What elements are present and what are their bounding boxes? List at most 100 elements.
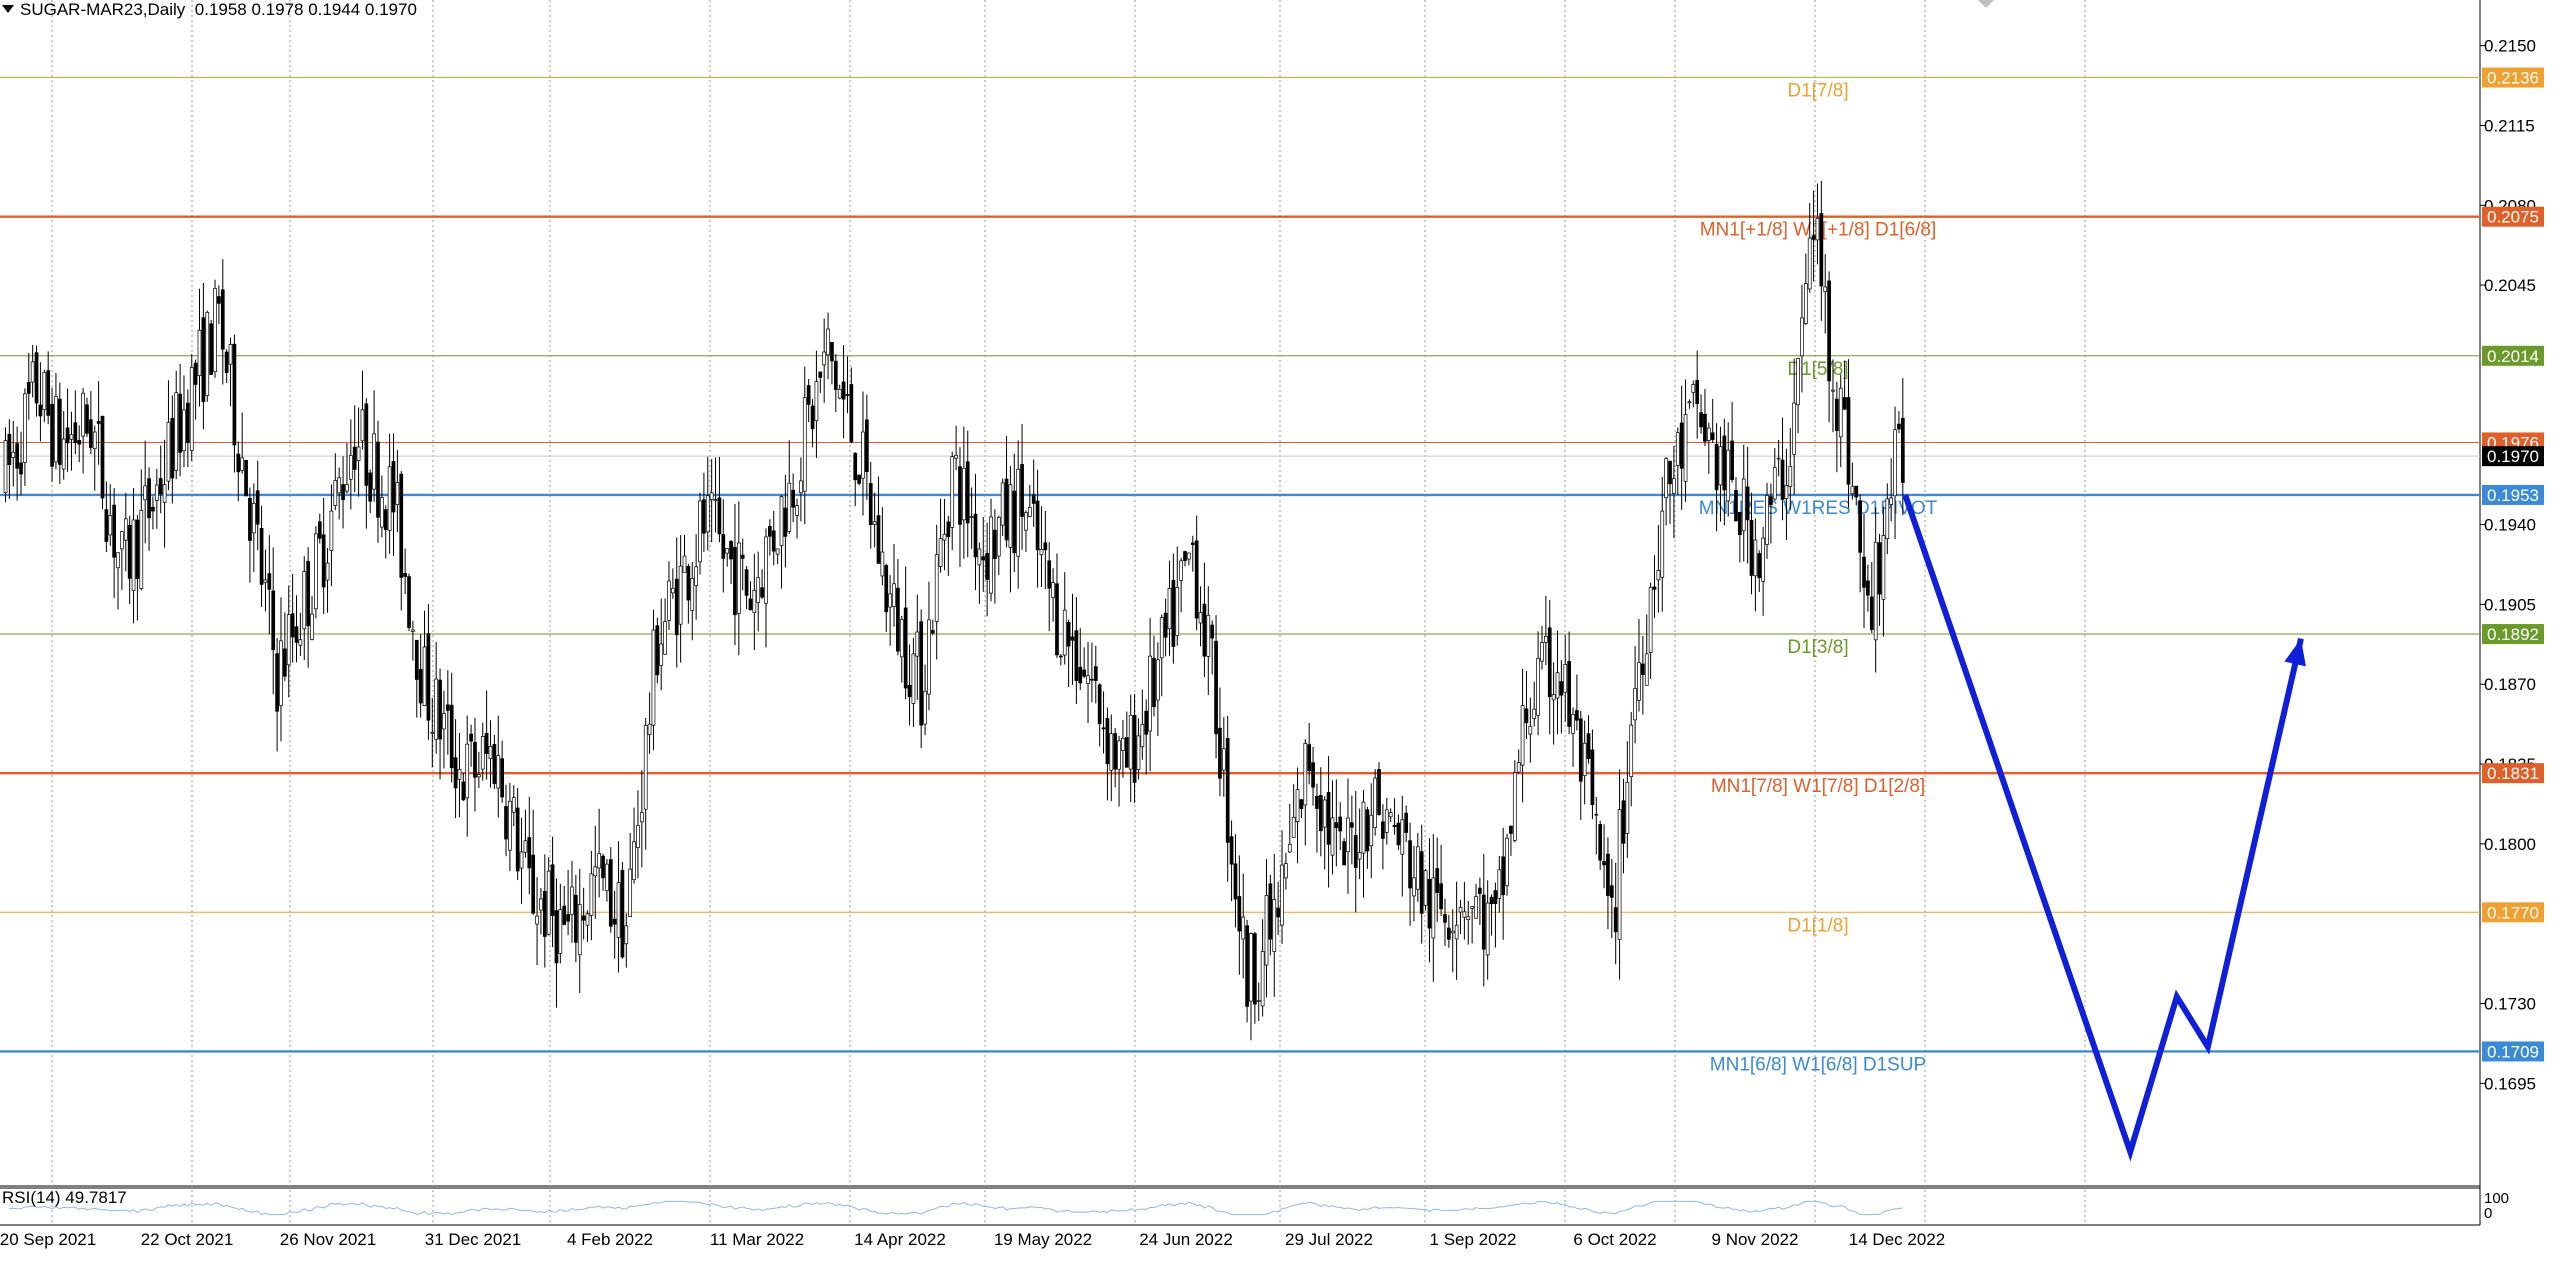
candle-body	[1540, 642, 1544, 662]
collapse-triangle-icon[interactable]	[2, 5, 14, 13]
candle-body	[484, 732, 489, 754]
candle-body	[643, 724, 648, 810]
scroll-marker-icon[interactable]	[1978, 0, 1994, 8]
candle-body	[1501, 856, 1506, 896]
candle-body	[26, 381, 31, 394]
candle-body	[1066, 621, 1071, 647]
candle-body	[1734, 490, 1738, 522]
level-price-tag	[2482, 345, 2544, 366]
candle-body	[837, 388, 842, 399]
candle-body	[1807, 237, 1812, 290]
candle-body	[1629, 724, 1634, 777]
candle-body	[3, 440, 8, 493]
candle-body	[574, 894, 578, 943]
candle-body	[244, 459, 248, 497]
candle-body	[23, 393, 27, 463]
candle-body	[1295, 789, 1300, 823]
candle-body	[1156, 659, 1160, 701]
candle-body	[1703, 413, 1707, 442]
candle-body	[1214, 640, 1218, 735]
candle-body	[1823, 286, 1828, 292]
candle-body	[1229, 836, 1234, 865]
candle-body	[577, 904, 582, 956]
candle-body	[1687, 401, 1692, 404]
candle-body	[399, 473, 404, 578]
candle-body	[1509, 825, 1513, 834]
candle-body	[275, 653, 279, 712]
candle-body	[61, 438, 66, 470]
candle-body	[380, 497, 384, 528]
candle-body	[682, 555, 687, 573]
candle-body	[1353, 835, 1358, 868]
candle-body	[1419, 851, 1424, 914]
level-price-label: 0.1770	[2487, 903, 2539, 922]
candle-body	[1047, 560, 1052, 589]
candle-body	[1544, 635, 1548, 643]
candle-body	[453, 757, 458, 789]
candle-body	[985, 552, 989, 580]
candle-body	[733, 546, 737, 616]
candle-body	[1652, 586, 1657, 590]
candle-body	[1524, 708, 1529, 724]
candle-body	[1303, 743, 1308, 806]
candle-body	[1714, 443, 1719, 491]
candle-body	[1749, 520, 1754, 576]
candle-body	[1877, 542, 1882, 595]
candle-body	[705, 495, 710, 533]
candle-body	[1668, 460, 1672, 485]
candle-body	[608, 859, 613, 927]
candle-body	[779, 496, 784, 546]
candle-body	[969, 516, 974, 518]
candle-body	[178, 393, 182, 453]
candle-body	[73, 422, 78, 444]
candle-body	[1000, 482, 1005, 526]
candle-body	[527, 837, 532, 869]
candle-body	[189, 367, 194, 451]
candle-body	[729, 541, 733, 560]
current-price-tag	[2482, 446, 2544, 467]
candle-body	[1575, 710, 1579, 721]
candle-body	[372, 433, 376, 490]
candle-body	[46, 370, 51, 416]
candle-body	[1183, 551, 1187, 561]
candle-body	[345, 484, 349, 492]
candle-body	[1171, 579, 1176, 647]
candle-body	[1842, 397, 1847, 410]
forecast-arrow-path[interactable]	[1902, 493, 2304, 1162]
candle-body	[1435, 868, 1440, 894]
y-tick-label: 0.2045	[2484, 276, 2536, 295]
candle-body	[1900, 417, 1905, 483]
candle-body	[1803, 283, 1808, 324]
ohlc-label: 0.1958 0.1978 0.1944 0.1970	[194, 0, 417, 19]
candle-body	[325, 562, 330, 581]
candle-body	[927, 619, 931, 695]
candle-body	[1256, 1000, 1261, 1003]
candle-body	[535, 915, 539, 925]
candle-body	[888, 593, 892, 608]
candle-body	[903, 607, 908, 689]
candle-body	[1621, 800, 1626, 844]
rsi-axis-top-label: 100	[2484, 1190, 2509, 1207]
candle-body	[1481, 894, 1486, 950]
candle-body	[1741, 478, 1746, 532]
candle-body	[639, 812, 644, 823]
candle-body	[1780, 459, 1785, 500]
candle-body	[1772, 467, 1777, 500]
candle-body	[1730, 440, 1734, 481]
candle-body	[96, 421, 101, 424]
candle-body	[240, 457, 245, 471]
candle-body	[1594, 813, 1599, 816]
candle-body	[1124, 736, 1129, 768]
level-price-tag	[2482, 67, 2544, 88]
candle-body	[1598, 824, 1603, 861]
candle-body	[616, 882, 621, 938]
candle-body	[1287, 843, 1292, 853]
candle-body	[799, 480, 803, 494]
level-price-label: 0.1831	[2487, 764, 2539, 783]
level-text: D1[1/8]	[1787, 915, 1848, 936]
candle-body	[1163, 612, 1168, 638]
candle-body	[104, 509, 109, 542]
candle-body	[1838, 387, 1843, 438]
